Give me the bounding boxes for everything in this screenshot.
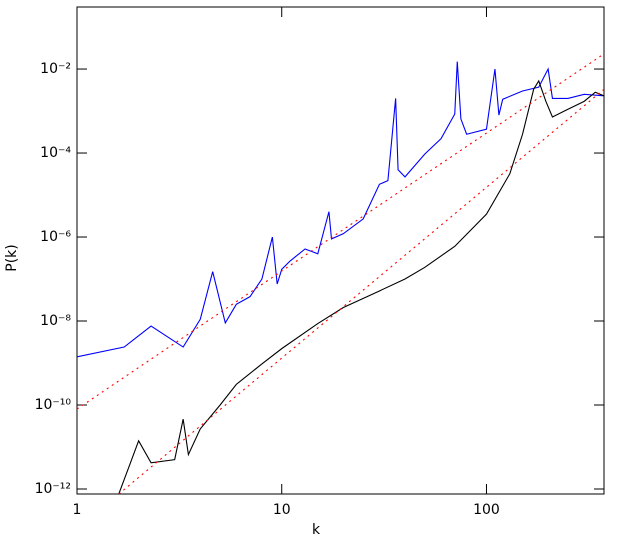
y-tick-label: 10⁻⁴ xyxy=(40,145,71,161)
x-tick-label: 100 xyxy=(473,502,500,518)
x-tick-label: 10 xyxy=(273,502,291,518)
y-tick-label: 10⁻⁶ xyxy=(40,229,71,245)
x-tick-label: 1 xyxy=(73,502,82,518)
data-line xyxy=(118,79,604,494)
y-tick-label: 10⁻¹² xyxy=(35,481,71,497)
data-line xyxy=(118,88,604,494)
y-tick-label: 10⁻¹⁰ xyxy=(35,397,72,413)
plot-frame xyxy=(76,6,605,495)
y-tick-label: 10⁻² xyxy=(40,61,71,77)
y-axis-label: P(k) xyxy=(4,244,20,271)
data-line xyxy=(77,53,604,410)
y-tick-label: 10⁻⁸ xyxy=(40,313,71,329)
x-axis-label: k xyxy=(312,522,321,538)
data-line xyxy=(77,61,604,358)
